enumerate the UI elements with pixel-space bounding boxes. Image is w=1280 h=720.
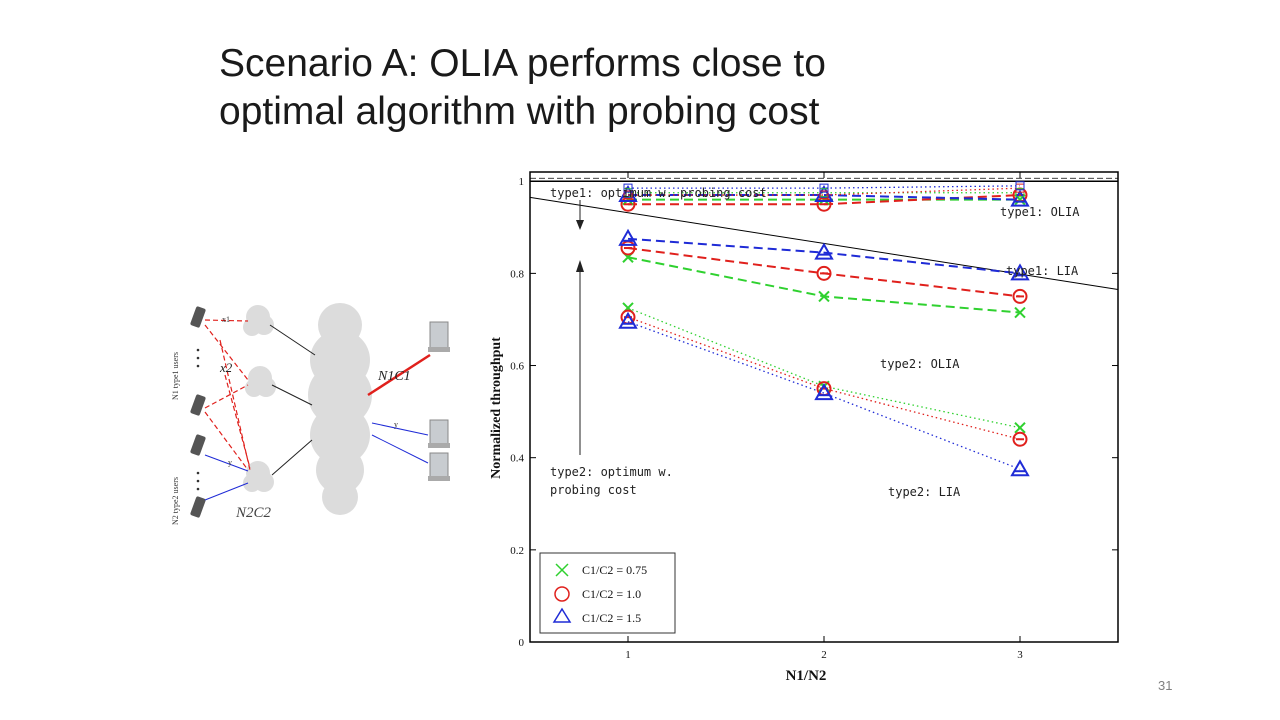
legend-marker-x <box>555 563 569 577</box>
arrowhead-down <box>576 220 584 230</box>
type1-links <box>204 319 251 471</box>
data-point <box>1012 288 1028 304</box>
series-line <box>628 194 1021 201</box>
data-point <box>819 190 829 200</box>
annotation-type1-lia: type1: LIA <box>1006 264 1079 278</box>
type2-links <box>204 454 249 501</box>
phone-icon <box>190 306 206 328</box>
legend-box <box>539 552 676 634</box>
data-point <box>1014 306 1026 319</box>
network-diagram: x1 x2 y y N1C1 N2C2 N1 type1 users N2 ty… <box>171 303 450 525</box>
data-point <box>623 190 633 200</box>
x-tick-label: 1 <box>625 649 631 661</box>
slide-title: Scenario A: OLIA performs close to optim… <box>219 40 1119 136</box>
annotation-type2-optimum-line1: type2: optimum w. <box>550 465 673 479</box>
annotation-type1-olia: type1: OLIA <box>1000 205 1080 219</box>
x-axis-label: N1/N2 <box>786 668 827 684</box>
data-point <box>1010 263 1030 281</box>
y-tick-label: 0 <box>519 637 525 649</box>
y-tick-label: 0.4 <box>510 453 524 465</box>
annotation-type2-olia: type2: OLIA <box>880 357 960 371</box>
y-label-right: y <box>394 420 398 429</box>
data-point <box>816 265 832 281</box>
series-line <box>627 237 1021 275</box>
title-line-2: optimal algorithm with probing cost <box>219 90 820 133</box>
x1-label: x1 <box>222 315 230 324</box>
phone-icon <box>190 394 206 416</box>
type2-users-label: N2 type2 users <box>171 477 180 525</box>
data-point <box>623 183 633 193</box>
access-cloud-2 <box>245 366 276 397</box>
y-label: y <box>228 458 232 467</box>
n2c2-label: N2C2 <box>235 505 272 521</box>
phone-icon <box>190 496 206 518</box>
phone-icon <box>190 434 206 456</box>
data-point <box>818 290 830 303</box>
legend-marker-triangle <box>552 607 572 623</box>
chart-legend: C1/C2 = 0.75 C1/C2 = 1.0 C1/C2 = 1.5 <box>539 552 676 634</box>
n1c1-label: N1C1 <box>377 369 411 384</box>
data-point <box>1010 459 1030 477</box>
data-point <box>1012 431 1028 447</box>
core-links <box>269 324 316 476</box>
series-lines <box>627 185 1021 470</box>
server-icon <box>428 452 450 481</box>
title-line-1: Scenario A: OLIA performs close to <box>219 42 826 85</box>
series-line <box>627 316 1021 440</box>
axis-ticks: 0 0.2 0.4 0.6 0.8 1 1 2 3 <box>510 172 1118 661</box>
ellipsis-dots <box>196 348 200 491</box>
server-link <box>371 434 429 464</box>
data-point <box>814 242 834 260</box>
annotation-type1-optimum: type1: optimum w. probing cost <box>550 186 767 200</box>
data-point <box>618 228 638 246</box>
annotation-type2-lia: type2: LIA <box>888 485 961 499</box>
bottleneck-link <box>367 353 431 397</box>
series-line <box>627 307 1021 429</box>
page-number: 31 <box>1158 678 1173 693</box>
data-point <box>1010 189 1030 207</box>
throughput-chart: 0 0.2 0.4 0.6 0.8 1 1 2 3 type1: optimum w. prob… <box>489 171 1119 684</box>
type1-users-label: N1 type1 users <box>171 352 180 400</box>
y-axis-label: Normalized throughput <box>489 337 504 479</box>
y-tick-label: 0.8 <box>510 268 524 280</box>
legend-label-0: C1/C2 = 0.75 <box>582 563 647 577</box>
annotation-type2-optimum-line2: probing cost <box>550 483 637 497</box>
access-cloud-1 <box>243 305 274 336</box>
plot-frame <box>529 171 1119 643</box>
y-tick-label: 1 <box>519 176 525 188</box>
data-point <box>1015 188 1025 198</box>
x-tick-label: 2 <box>821 649 827 661</box>
arrowhead-up <box>576 260 584 272</box>
server-icon <box>428 321 450 352</box>
data-point <box>1014 422 1026 434</box>
data-point <box>618 311 638 329</box>
server-icon <box>428 419 450 448</box>
series-markers <box>618 181 1030 477</box>
x2-label: x2 <box>219 360 233 375</box>
x-tick-label: 3 <box>1017 649 1023 661</box>
series-line <box>627 256 1021 314</box>
data-point <box>1015 181 1025 191</box>
access-cloud-3 <box>243 461 274 492</box>
y-tick-label: 0.6 <box>510 361 524 373</box>
legend-marker-circle <box>554 586 570 602</box>
server-link <box>371 422 429 436</box>
internet-cloud <box>308 303 372 515</box>
legend-label-2: C1/C2 = 1.5 <box>582 611 641 625</box>
y-tick-label: 0.2 <box>510 545 524 557</box>
data-point <box>819 183 829 193</box>
legend-label-1: C1/C2 = 1.0 <box>582 587 641 601</box>
data-point <box>814 383 834 401</box>
